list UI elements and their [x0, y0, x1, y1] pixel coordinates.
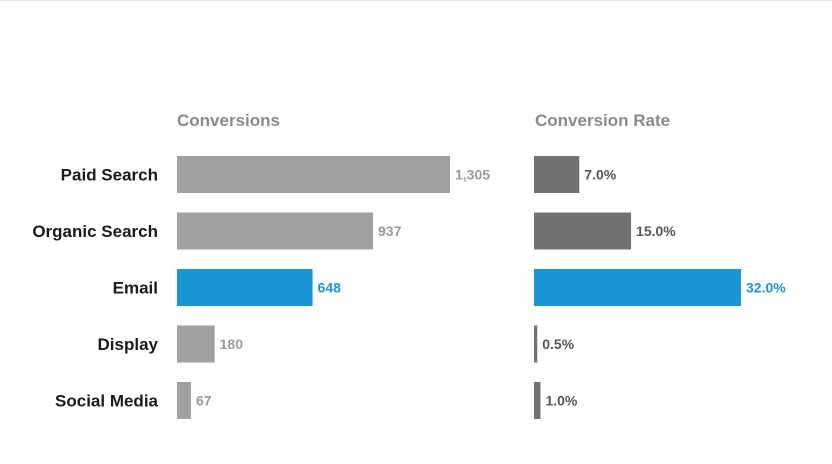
conversions-panel-title: Conversions: [177, 111, 280, 130]
conversions-value-label-social-media: 67: [196, 393, 212, 409]
category-label-paid-search: Paid Search: [61, 166, 158, 185]
category-labels: Paid Search Organic Search Email Display Soc…: [32, 166, 158, 411]
conversions-bars: 1,305 937 648 180 67: [177, 156, 490, 419]
conversions-bar-email: [177, 269, 313, 306]
conversions-value-label-paid-search: 1,305: [455, 167, 490, 183]
conversion-rate-bar-organic-search: [534, 212, 632, 250]
conversion-rate-bars: 7.0% 15.0% 32.0% 0.5% 1.0%: [534, 156, 786, 419]
conversion-rate-value-label-paid-search: 7.0%: [584, 167, 616, 183]
conversions-bar-display: [177, 325, 215, 363]
conversion-rate-bar-display: [534, 325, 538, 363]
conversion-rate-panel-title: Conversion Rate: [535, 111, 670, 130]
conversion-rate-value-label-organic-search: 15.0%: [636, 223, 676, 239]
category-label-display: Display: [98, 335, 159, 354]
category-label-organic-search: Organic Search: [32, 222, 158, 241]
conversions-value-label-organic-search: 937: [378, 223, 402, 239]
conversions-value-label-email: 648: [318, 280, 342, 296]
conversions-bar-organic-search: [177, 212, 374, 250]
conversion-rate-value-label-social-media: 1.0%: [545, 393, 577, 409]
category-label-email: Email: [113, 279, 158, 298]
top-divider: [0, 0, 832, 1]
conversion-rate-value-label-email: 32.0%: [746, 280, 786, 296]
conversion-rate-value-label-display: 0.5%: [542, 336, 574, 352]
conversions-bar-social-media: [177, 382, 192, 419]
conversion-rate-bar-paid-search: [534, 156, 580, 193]
category-label-social-media: Social Media: [55, 392, 159, 411]
conversions-value-label-display: 180: [220, 336, 244, 352]
conversion-rate-bar-social-media: [534, 382, 541, 419]
conversion-rate-bar-email: [534, 269, 741, 306]
conversions-bar-paid-search: [177, 156, 450, 193]
